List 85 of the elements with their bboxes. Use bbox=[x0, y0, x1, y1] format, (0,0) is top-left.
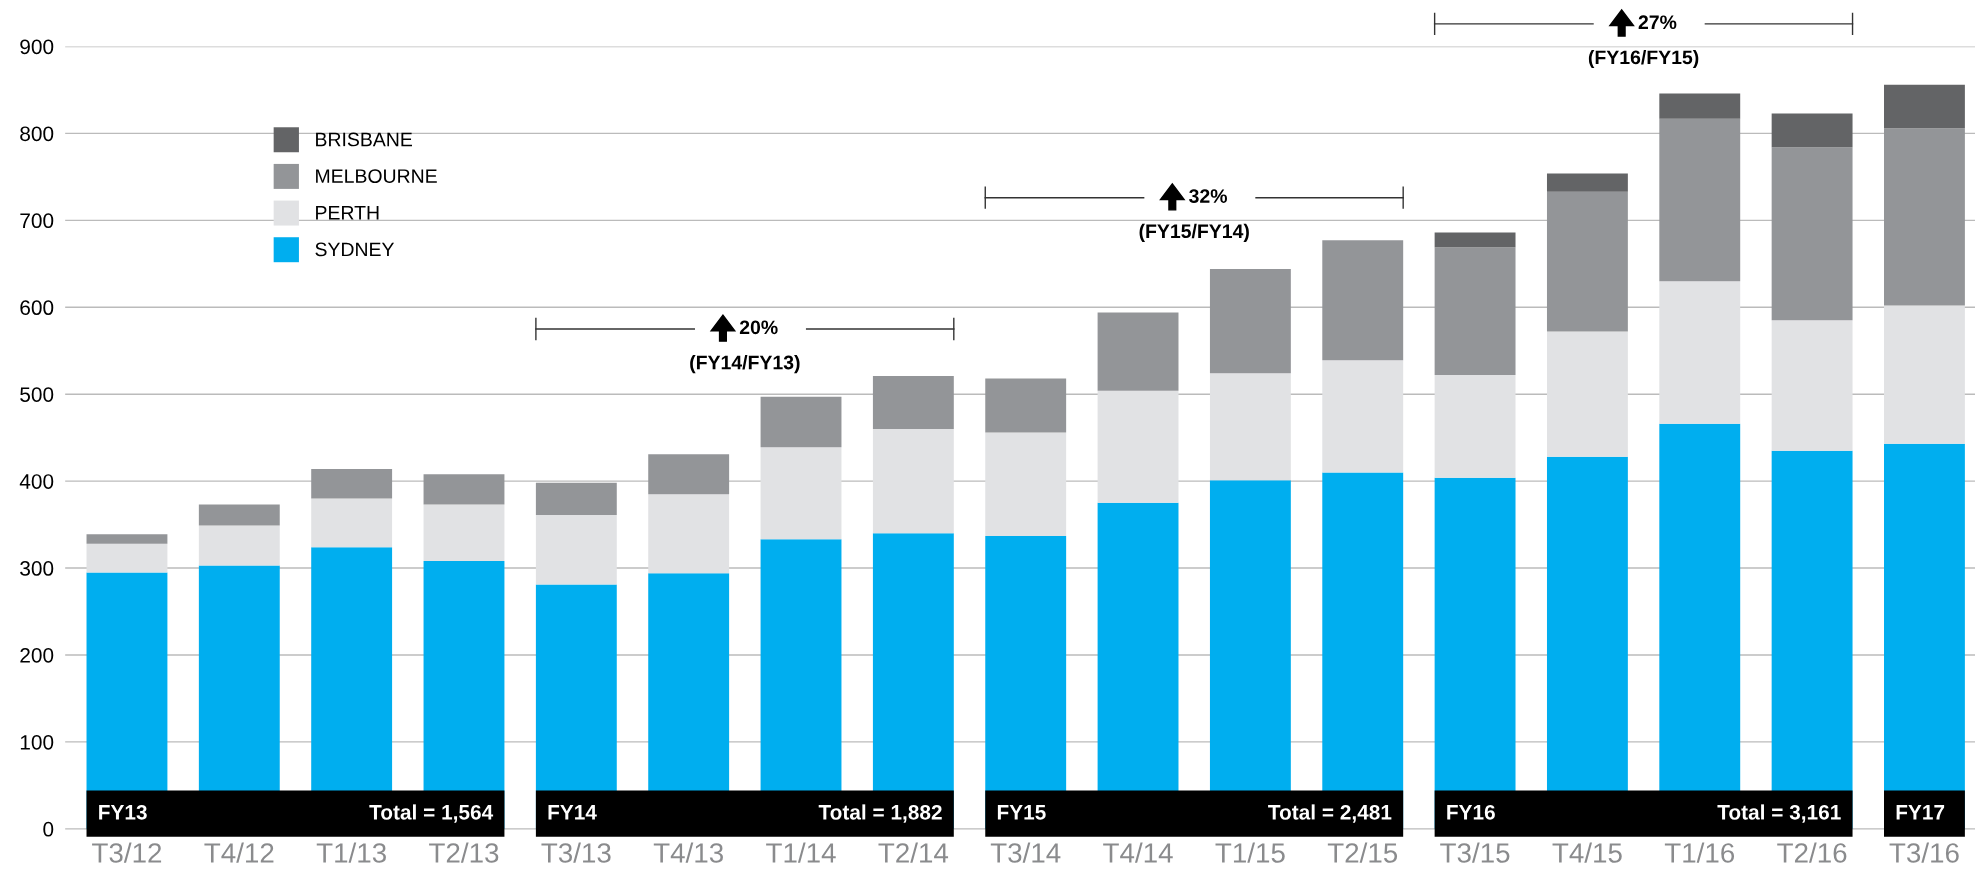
bar bbox=[872, 375, 954, 429]
bar bbox=[1659, 93, 1741, 119]
y-tick-label: 400 bbox=[19, 474, 54, 489]
bar bbox=[86, 543, 168, 573]
bar bbox=[1771, 113, 1853, 148]
x-tick-label: T1/16 bbox=[1664, 842, 1735, 863]
bar bbox=[1434, 375, 1516, 478]
legend-label: SYDNEY bbox=[315, 242, 395, 257]
annotation: Total = 1,564 bbox=[369, 804, 494, 823]
annotation: (FY15/FY14) bbox=[1139, 223, 1249, 242]
x-tick-label: T3/12 bbox=[92, 842, 162, 863]
annotation: Total = 1,882 bbox=[818, 804, 942, 823]
bar bbox=[1322, 360, 1404, 473]
bar bbox=[1546, 191, 1628, 332]
x-tick-label: T1/15 bbox=[1215, 842, 1285, 863]
y-tick-label: 100 bbox=[20, 734, 54, 750]
y-tick-label: 0 bbox=[43, 821, 54, 837]
y-tick-label: 800 bbox=[20, 126, 54, 142]
x-tick-label: T1/14 bbox=[766, 842, 836, 863]
legend-label: BRISBANE bbox=[316, 132, 412, 147]
annotation: (FY16/FY15) bbox=[1588, 49, 1699, 69]
bar bbox=[648, 454, 730, 495]
x-tick-label: T4/14 bbox=[1103, 842, 1173, 863]
annotation: Total = 2,481 bbox=[1268, 804, 1392, 823]
bar bbox=[198, 504, 280, 526]
annotation: FY15 bbox=[997, 805, 1046, 820]
bar bbox=[86, 534, 168, 544]
y-tick-label: 700 bbox=[20, 213, 54, 229]
x-tick-label: T3/15 bbox=[1440, 842, 1510, 863]
x-tick-label: T4/13 bbox=[653, 842, 723, 863]
bar bbox=[311, 468, 393, 499]
x-tick-label: T3/16 bbox=[1889, 842, 1959, 863]
bar bbox=[1322, 240, 1404, 361]
bar bbox=[1659, 281, 1741, 424]
x-tick-label: T2/13 bbox=[429, 842, 499, 863]
bar bbox=[423, 474, 505, 505]
bar bbox=[760, 447, 842, 540]
bar bbox=[1434, 247, 1516, 376]
y-tick-label: 300 bbox=[20, 561, 54, 576]
text: 27% bbox=[1638, 15, 1677, 30]
bar bbox=[1546, 173, 1628, 192]
bar bbox=[1771, 147, 1853, 321]
bar bbox=[1434, 232, 1516, 248]
x-tick-label: T4/15 bbox=[1552, 842, 1622, 863]
bar bbox=[1097, 312, 1179, 391]
annotation: 20% bbox=[739, 320, 778, 335]
y-tick-label: 200 bbox=[20, 647, 54, 663]
legend-label: MELBOURNE bbox=[316, 169, 437, 183]
x-tick-label: T2/14 bbox=[878, 842, 949, 863]
x-tick-label: T3/14 bbox=[990, 842, 1061, 863]
bar bbox=[1884, 305, 1965, 444]
bar bbox=[1546, 331, 1628, 457]
bar bbox=[1209, 373, 1291, 481]
y-tick-label: 500 bbox=[20, 387, 54, 402]
x-tick-label: T4/12 bbox=[204, 842, 274, 863]
annotation: FY14 bbox=[548, 805, 597, 820]
bar bbox=[1209, 269, 1291, 374]
bar bbox=[535, 482, 617, 516]
bar bbox=[872, 428, 954, 534]
bar bbox=[1771, 320, 1853, 451]
bar bbox=[423, 504, 505, 562]
bar bbox=[1884, 128, 1965, 306]
annotation: 32% bbox=[1189, 189, 1228, 203]
bar bbox=[1097, 390, 1179, 503]
annotation: FY17 bbox=[1896, 805, 1945, 820]
x-tick-label: T1/13 bbox=[316, 842, 386, 863]
legend-label: PERTH bbox=[316, 206, 379, 220]
bar bbox=[535, 515, 617, 585]
x-tick-label: T3/13 bbox=[541, 842, 611, 863]
bar bbox=[760, 396, 842, 448]
bar bbox=[1884, 84, 1965, 129]
bar bbox=[1659, 118, 1741, 282]
bar bbox=[985, 378, 1067, 433]
annotation: FY16 bbox=[1447, 804, 1495, 820]
bar bbox=[648, 494, 730, 574]
x-tick-label: T2/16 bbox=[1777, 842, 1847, 863]
y-tick-label: 600 bbox=[20, 300, 54, 316]
annotation: FY13 bbox=[99, 804, 147, 820]
annotation: (FY14/FY13) bbox=[690, 355, 800, 374]
x-tick-label: T2/15 bbox=[1327, 842, 1398, 863]
bar bbox=[311, 498, 393, 548]
y-tick-label: 900 bbox=[20, 39, 54, 55]
bar bbox=[198, 525, 280, 566]
annotation: Total = 3,161 bbox=[1717, 804, 1841, 823]
bar bbox=[985, 432, 1067, 536]
